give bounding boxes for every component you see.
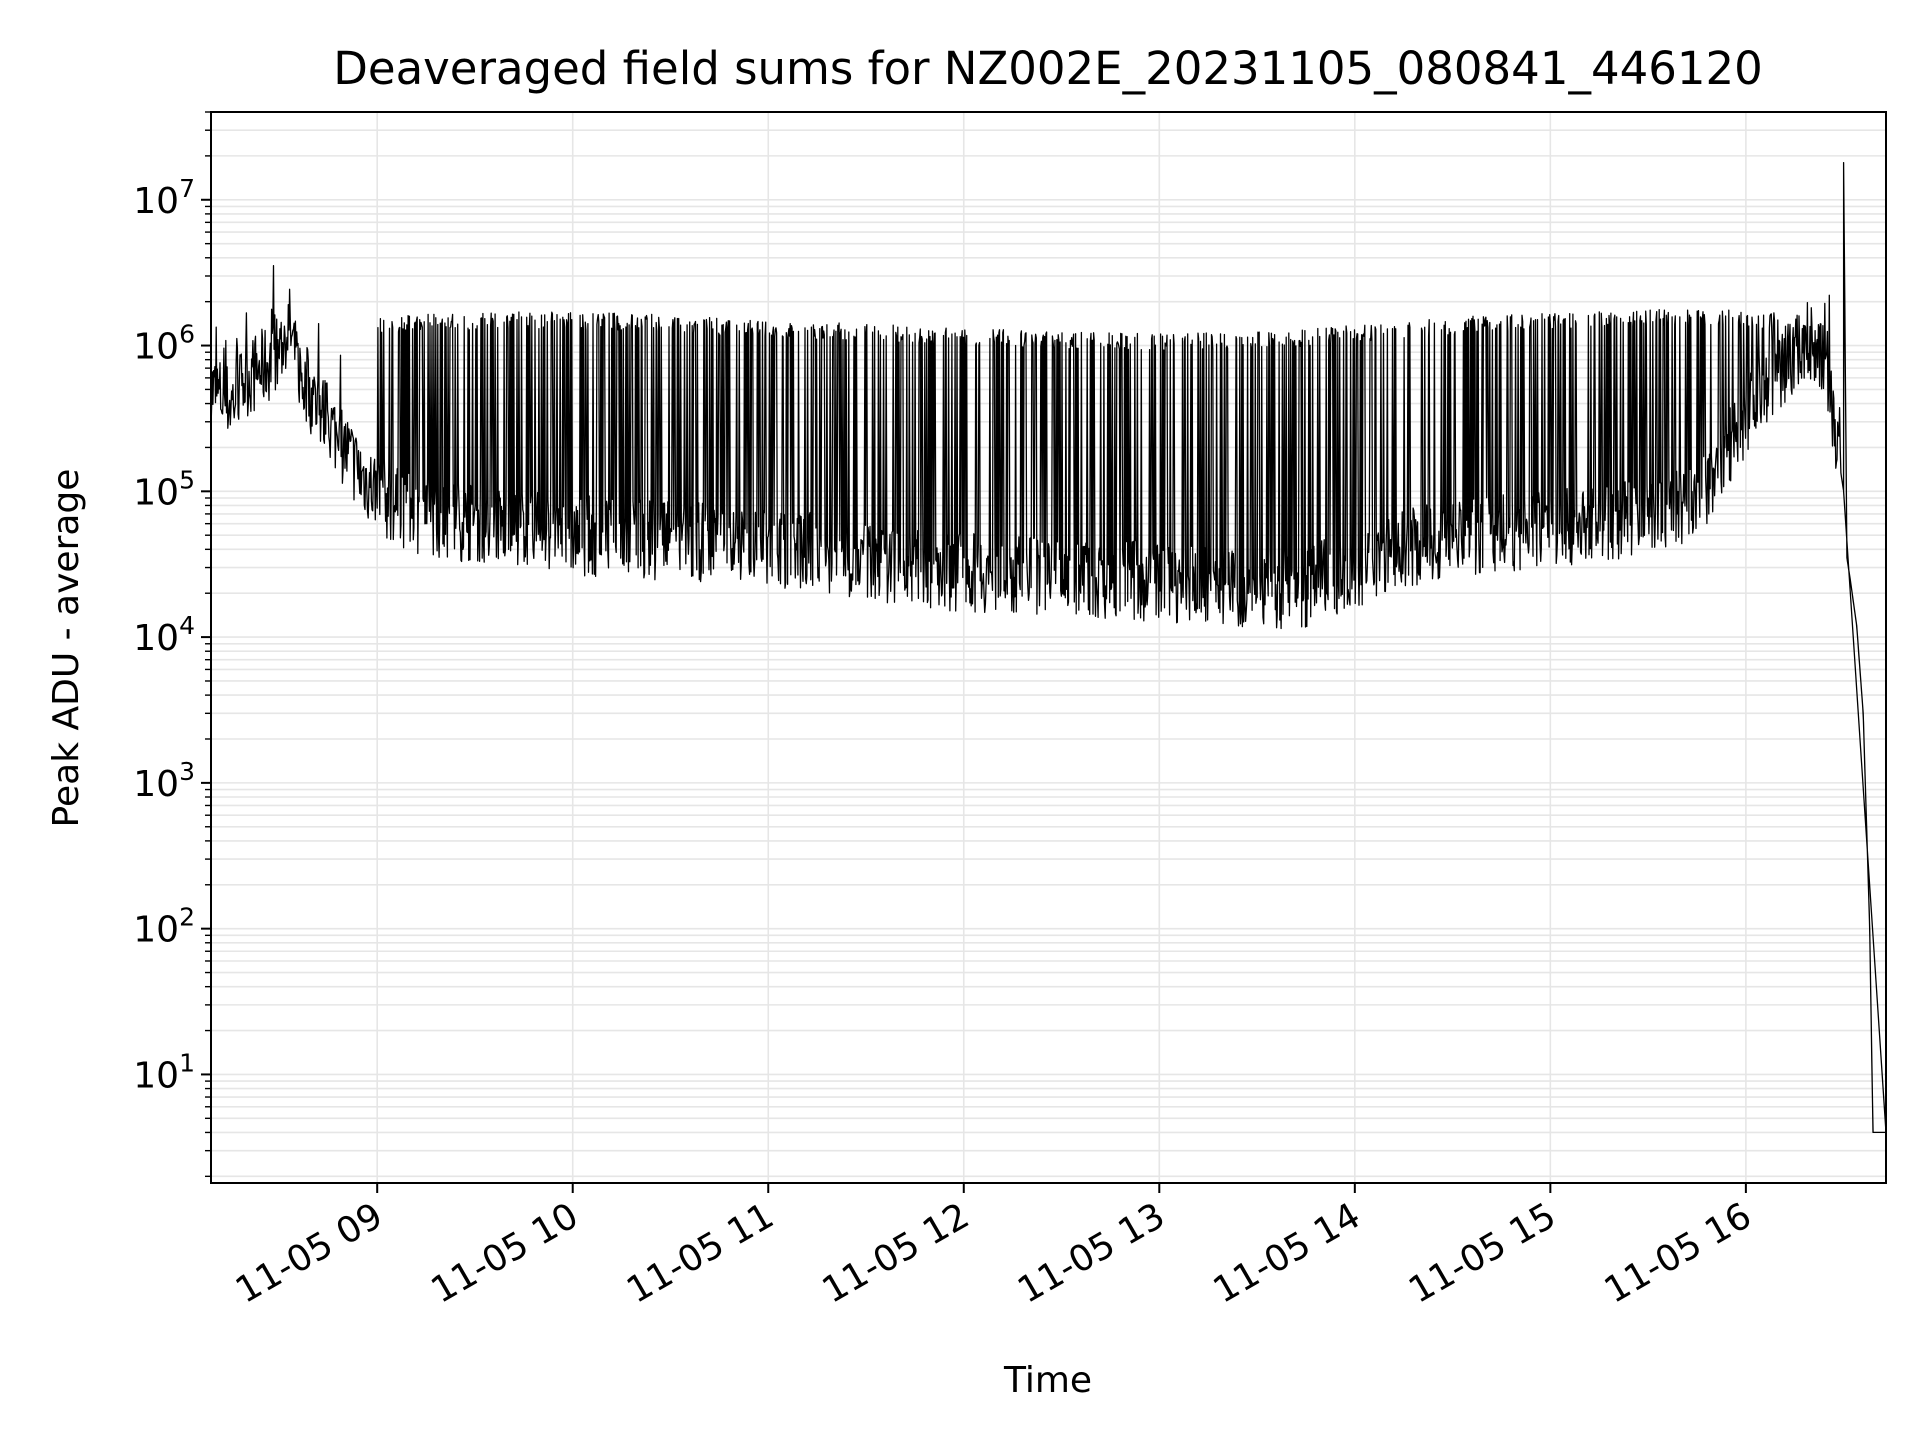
y-tick-label: 106 <box>133 320 195 368</box>
plot-frame <box>210 111 1887 1184</box>
chart-title: Deaveraged field sums for NZ002E_2023110… <box>333 42 1762 95</box>
grid <box>211 111 1886 1183</box>
y-axis-label: Peak ADU - average <box>46 469 87 828</box>
y-tick-label: 103 <box>133 757 195 805</box>
y-tick-label: 105 <box>133 465 195 513</box>
series-path <box>210 161 1887 1134</box>
x-axis-label: Time <box>1003 1360 1092 1401</box>
y-tick-label: 102 <box>133 903 195 951</box>
y-tick-label: 107 <box>133 174 195 222</box>
y-axis: 101 102 103 104 105 106 107 <box>133 111 211 1178</box>
y-tick-label: 101 <box>133 1048 195 1096</box>
y-tick-label: 104 <box>133 611 195 659</box>
data-series-line <box>210 161 1887 1134</box>
